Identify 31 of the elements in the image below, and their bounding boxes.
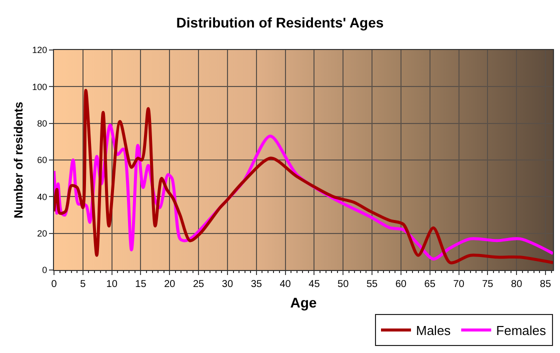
y-tick-label: 0 xyxy=(42,265,48,276)
y-tick-label: 100 xyxy=(32,82,48,92)
x-axis-title: Age xyxy=(290,294,317,310)
x-tick-label: 5 xyxy=(80,279,86,290)
y-axis-title: Number of residents xyxy=(11,101,26,218)
chart-title: Distribution of Residents' Ages xyxy=(176,14,384,30)
line-series xyxy=(54,88,553,264)
x-tick-label: 75 xyxy=(482,279,494,290)
x-tick-label: 85 xyxy=(540,279,552,290)
x-tick-label: 15 xyxy=(135,279,147,290)
legend-label: Males xyxy=(416,323,452,338)
x-tick-label: 25 xyxy=(192,279,205,290)
x-tick-label: 70 xyxy=(453,279,465,290)
x-tick-label: 65 xyxy=(424,279,436,290)
x-tick-label: 10 xyxy=(106,279,118,290)
x-tick-label: 40 xyxy=(280,279,292,290)
legend-label: Females xyxy=(496,323,547,338)
x-tick-label: 35 xyxy=(250,279,262,290)
y-tick-label: 40 xyxy=(37,192,48,202)
y-tick-label: 20 xyxy=(37,228,48,238)
y-tick-label: 80 xyxy=(37,118,48,128)
y-tick-label: 120 xyxy=(32,45,48,56)
x-tick-label: 55 xyxy=(366,279,378,290)
x-tick-label: 20 xyxy=(164,279,176,290)
x-tick-label: 50 xyxy=(338,279,350,290)
y-tick-label: 60 xyxy=(37,155,48,166)
x-tick-label: 45 xyxy=(308,279,320,290)
x-tick-label: 80 xyxy=(511,279,523,290)
x-tick-label: 60 xyxy=(395,279,407,290)
x-tick-label: 0 xyxy=(51,279,58,290)
x-tick-label: 30 xyxy=(222,279,234,290)
